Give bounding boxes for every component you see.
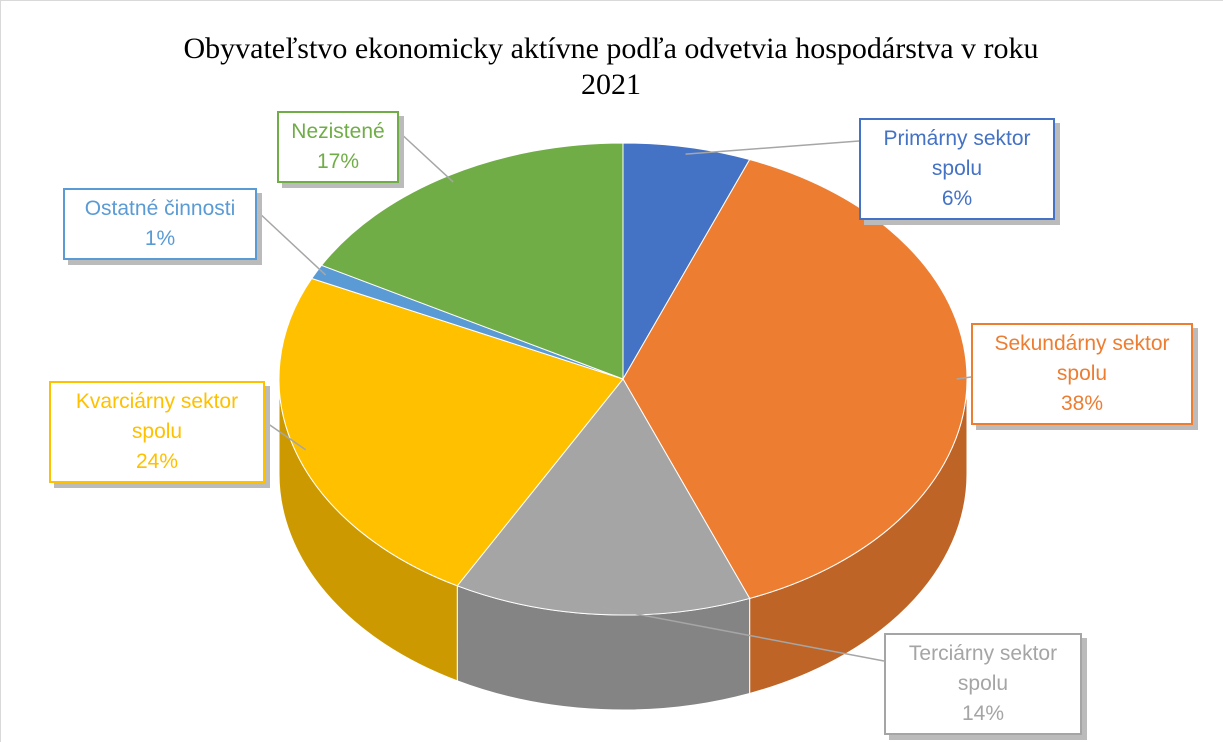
label-name: Primárny sektor spolu xyxy=(883,127,1031,180)
slice xyxy=(320,142,624,380)
data-label: Kvarciárny sektor spolu 24% xyxy=(49,381,265,483)
label-value: 6% xyxy=(941,187,973,210)
chart-title: Obyvateľstvo ekonomicky aktívne podľa od… xyxy=(183,32,1039,101)
data-label: Nezistené 17% xyxy=(277,111,399,183)
leader-line xyxy=(263,420,307,451)
slice xyxy=(278,277,624,587)
data-label: Ostatné činnosti 1% xyxy=(63,188,257,260)
data-label: Terciárny sektor spolu 14% xyxy=(884,633,1082,735)
label-value: 1% xyxy=(144,227,176,250)
label-value: 24% xyxy=(135,450,179,473)
data-label: Sekundárny sektor spolu 38% xyxy=(971,323,1193,425)
leader-line xyxy=(601,606,885,662)
label-value: 17% xyxy=(316,150,360,173)
slice xyxy=(456,378,751,616)
label-name: Nezistené xyxy=(291,120,385,143)
data-label: Primárny sektor spolu 6% xyxy=(859,118,1055,220)
slice xyxy=(622,142,751,381)
leader-line xyxy=(685,140,860,155)
label-name: Ostatné činnosti xyxy=(84,197,236,220)
label-name: Sekundárny sektor spolu xyxy=(994,332,1170,385)
label-value: 38% xyxy=(1060,392,1104,415)
label-name: Kvarciárny sektor spolu xyxy=(75,390,239,443)
leader-line xyxy=(397,130,454,183)
leader-line xyxy=(956,376,972,380)
label-value: 14% xyxy=(961,702,1005,725)
leader-line xyxy=(256,210,327,276)
slice xyxy=(622,158,968,600)
label-name: Terciárny sektor spolu xyxy=(908,642,1058,695)
